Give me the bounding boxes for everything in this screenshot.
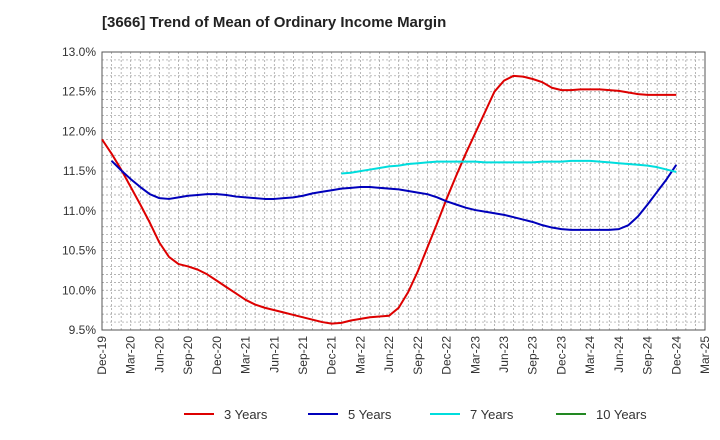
y-tick-label: 9.5%: [69, 323, 97, 337]
x-tick-label: Sep-24: [641, 336, 655, 375]
x-tick-label: Dec-24: [669, 336, 683, 375]
legend-label: 5 Years: [348, 407, 392, 422]
chart-title: [3666] Trend of Mean of Ordinary Income …: [102, 14, 447, 31]
series-line-3-years: [101, 74, 677, 325]
x-tick-label: Dec-20: [210, 336, 224, 375]
legend-label: 3 Years: [224, 407, 268, 422]
x-tick-label: Mar-21: [239, 336, 253, 374]
y-tick-label: 10.5%: [62, 244, 96, 258]
x-tick-label: Mar-25: [698, 336, 712, 374]
x-tick-label: Sep-23: [526, 336, 540, 375]
y-tick-label: 13.0%: [62, 45, 96, 59]
x-tick-label: Sep-20: [181, 336, 195, 375]
series-line-5-years: [110, 160, 678, 231]
x-tick-label: Jun-22: [382, 336, 396, 373]
y-tick-label: 12.5%: [62, 85, 96, 99]
y-tick-label: 12.0%: [62, 124, 96, 138]
series-line-7-years: [341, 159, 677, 175]
y-tick-label: 11.5%: [63, 164, 96, 178]
x-tick-label: Dec-22: [440, 336, 454, 375]
x-tick-label: Jun-20: [152, 336, 166, 373]
x-tick-label: Jun-23: [497, 336, 511, 373]
legend-label: 10 Years: [596, 407, 647, 422]
x-tick-label: Mar-23: [468, 336, 482, 374]
x-tick-label: Dec-23: [554, 336, 568, 375]
x-tick-label: Mar-20: [124, 336, 138, 374]
x-tick-label: Sep-21: [296, 336, 310, 375]
x-tick-label: Dec-21: [325, 336, 339, 375]
legend-label: 7 Years: [470, 407, 514, 422]
y-tick-label: 10.0%: [62, 283, 96, 297]
x-tick-label: Jun-21: [267, 336, 281, 373]
x-tick-label: Mar-22: [353, 336, 367, 374]
x-tick-label: Sep-22: [411, 336, 425, 375]
x-tick-label: Jun-24: [612, 336, 626, 373]
x-tick-label: Dec-19: [95, 336, 109, 375]
y-tick-label: 11.0%: [63, 204, 96, 218]
plot-frame: [101, 51, 706, 331]
x-tick-label: Mar-24: [583, 336, 597, 374]
